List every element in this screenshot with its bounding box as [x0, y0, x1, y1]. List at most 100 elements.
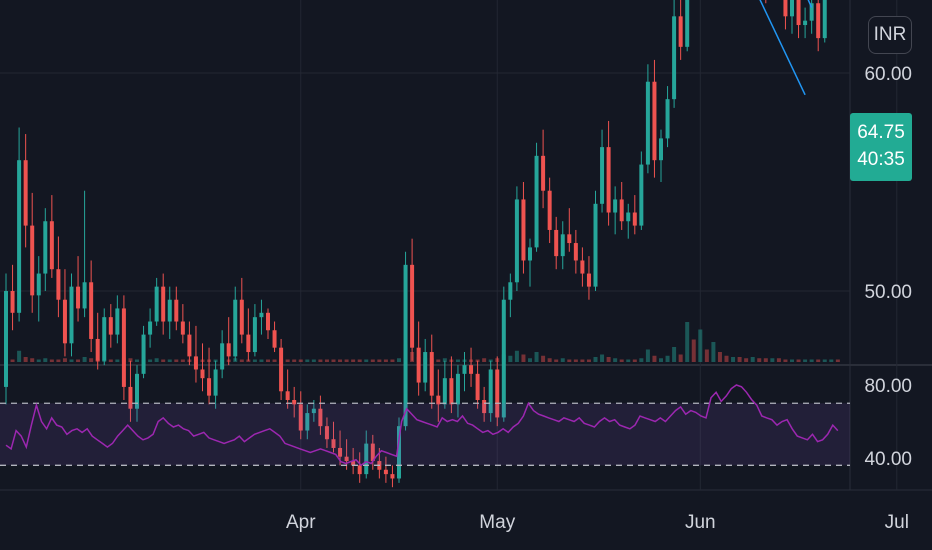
candle-body — [10, 291, 15, 313]
candle-body — [318, 408, 323, 427]
volume-bar — [717, 352, 722, 362]
candle — [560, 221, 565, 270]
candle — [102, 308, 107, 366]
volume-bar — [397, 358, 401, 362]
candle-body — [423, 352, 428, 383]
candle-body — [266, 312, 270, 331]
volume-bar — [318, 359, 323, 362]
candle — [279, 338, 284, 400]
volume-bar — [744, 358, 749, 362]
currency-button[interactable]: INR — [868, 16, 912, 54]
volume-bar — [567, 359, 572, 362]
candle-body — [586, 273, 591, 287]
volume-bar — [351, 359, 356, 362]
volume-bar — [593, 357, 598, 362]
candle-body — [573, 243, 578, 261]
candle-body — [311, 408, 316, 414]
volume-bar — [809, 359, 814, 362]
volume-bar — [180, 359, 185, 362]
candle-body — [49, 221, 54, 270]
volume-bar — [626, 359, 631, 362]
volume-bar — [488, 359, 493, 362]
volume-bar — [691, 339, 696, 362]
time-axis-label: Apr — [286, 512, 316, 533]
candle-body — [23, 160, 28, 226]
candle-body — [822, 0, 827, 39]
candle — [141, 325, 146, 379]
volume-bar — [239, 359, 244, 362]
candle-body — [193, 356, 198, 370]
candle-body — [252, 317, 257, 353]
candle — [488, 360, 493, 422]
time-axis-label: May — [479, 512, 515, 533]
candle-body — [351, 461, 356, 466]
candle-body — [36, 273, 41, 296]
candle-body — [383, 469, 388, 475]
candle-body — [128, 386, 133, 409]
candle-body — [292, 400, 297, 405]
volume-bar — [272, 359, 277, 362]
candle-body — [626, 212, 631, 222]
candle-body — [580, 260, 585, 274]
candle — [246, 308, 251, 361]
candle-body — [639, 164, 644, 226]
candle-body — [338, 447, 343, 457]
candle-body — [167, 299, 172, 322]
candle-body — [416, 347, 421, 383]
candle — [390, 465, 395, 488]
candle-body — [613, 199, 618, 213]
volume-bar — [62, 358, 67, 362]
candle — [292, 386, 297, 418]
candle-body — [370, 443, 375, 462]
candle — [266, 308, 270, 339]
candle-body — [364, 443, 369, 475]
candle — [586, 256, 591, 300]
candle — [148, 308, 153, 348]
candle — [239, 277, 244, 344]
candle — [62, 269, 67, 357]
volume-bar — [698, 329, 703, 362]
channel-upper-line — [807, 0, 813, 8]
volume-bar — [573, 359, 578, 362]
candle-body — [462, 365, 467, 374]
candle-body — [541, 155, 546, 191]
candle — [121, 295, 126, 400]
candle-body — [135, 373, 139, 409]
candle-body — [403, 264, 408, 427]
volume-bar — [161, 359, 166, 362]
rsi-line — [5, 384, 839, 467]
candle — [593, 190, 598, 291]
candle-body — [475, 373, 480, 400]
volume-bar — [528, 358, 532, 362]
candle-body — [488, 369, 493, 414]
volume-bar — [115, 359, 120, 362]
candle-body — [410, 264, 415, 348]
candle-body — [606, 147, 611, 213]
candle — [606, 120, 611, 226]
volume-bar — [803, 359, 808, 362]
candle-body — [567, 234, 572, 244]
volume-bar — [737, 357, 742, 362]
volume-bar — [600, 354, 605, 362]
candle-body — [4, 291, 8, 387]
volume-bar — [324, 359, 329, 362]
volume-bar — [370, 359, 375, 362]
last-price-tag: 64.75 40:35 — [850, 113, 912, 181]
candle — [436, 369, 441, 422]
volume-bar — [43, 358, 48, 362]
candle-body — [305, 413, 310, 431]
candle — [36, 256, 41, 322]
candle — [76, 256, 81, 322]
volume-bar — [148, 359, 153, 362]
candle-body — [593, 203, 598, 287]
candle — [357, 452, 362, 483]
volume-bar — [285, 359, 290, 362]
candle — [10, 264, 15, 331]
candle — [69, 273, 74, 357]
volume-bar — [390, 359, 395, 362]
candle — [495, 356, 500, 427]
candle-body — [495, 369, 500, 418]
volume-bar — [357, 359, 362, 362]
candle — [678, 0, 683, 60]
